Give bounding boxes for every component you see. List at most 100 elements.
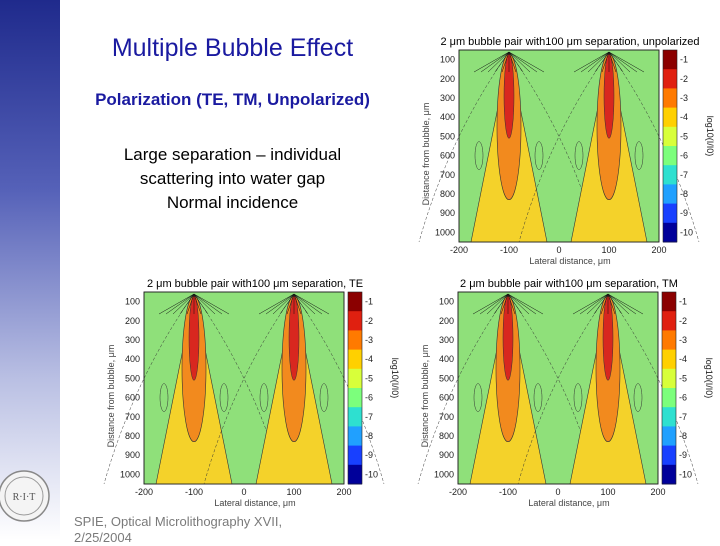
near-field-line <box>507 293 530 315</box>
logo-text: R·I·T <box>13 492 36 503</box>
plot-title: 2 μm bubble pair with100 μm separation, … <box>460 278 678 290</box>
near-field-line <box>293 293 302 315</box>
colorbar-segment <box>348 311 362 331</box>
colorbar-label: log10(I/I0) <box>390 358 400 399</box>
near-field-line <box>293 293 330 315</box>
colorbar-segment <box>348 464 362 485</box>
near-field-line <box>580 51 610 73</box>
y-tick-label: 900 <box>439 450 454 460</box>
colorbar-tick-label: -6 <box>680 151 688 161</box>
colorbar-tick-label: -2 <box>679 316 687 326</box>
colorbar-ticks: -1 -2 -3 -4 -5 -6 -7 -8 -9 -10 <box>679 297 692 480</box>
figure-tm: 2 μm bubble pair with100 μm separation, … <box>414 270 714 508</box>
colorbar-segment <box>348 426 362 447</box>
colorbar-tick-label: -10 <box>365 469 378 479</box>
colorbar-tick-label: -4 <box>680 112 688 122</box>
y-tick-label: 400 <box>125 354 140 364</box>
fringe-line <box>417 293 509 485</box>
y-tick-label: 200 <box>440 74 455 84</box>
colorbar-label: log10(I/I0) <box>705 116 715 157</box>
x-tick-label: 0 <box>556 245 561 255</box>
x-tick-label: -200 <box>449 487 467 497</box>
x-axis-ticks: -200 -100 0 100 200 <box>449 487 666 497</box>
near-field-line <box>607 293 644 315</box>
colorbar-tick-label: -1 <box>680 55 688 65</box>
y-tick-label: 300 <box>440 93 455 103</box>
x-axis-label: Lateral distance, μm <box>528 498 609 508</box>
y-tick-label: 1000 <box>120 469 140 479</box>
colorbar-segment <box>663 50 677 70</box>
near-field-line <box>193 293 230 315</box>
colorbar-segment <box>662 311 676 331</box>
near-field-line <box>193 293 223 315</box>
colorbar-frame <box>662 49 678 243</box>
near-field-line <box>608 51 638 73</box>
colorbar-segment <box>662 349 676 370</box>
near-field-line <box>472 293 509 315</box>
slide-description: Large separation – individual scattering… <box>60 143 405 215</box>
colorbar-segment <box>663 146 677 166</box>
colorbar-tick-label: -6 <box>679 393 687 403</box>
slide-footer: SPIE, Optical Microlithography XVII, 2/2… <box>74 514 314 546</box>
near-field-line <box>508 51 538 73</box>
x-tick-label: -200 <box>135 487 153 497</box>
colorbar-tick-label: -5 <box>365 373 373 383</box>
colorbar-tick-label: -7 <box>365 412 373 422</box>
colorbar-segment <box>662 426 676 447</box>
near-field-line <box>593 293 609 315</box>
plot-tm: 2 μm bubble pair with100 μm separation, … <box>417 278 714 508</box>
y-axis-label: Distance from bubble, μm <box>421 103 431 206</box>
colorbar-segment <box>348 349 362 370</box>
colorbar-segment <box>662 407 676 427</box>
x-tick-label: 200 <box>336 487 351 497</box>
plot-title: 2 μm bubble pair with100 μm separation, … <box>147 278 363 290</box>
near-field-line <box>572 293 609 315</box>
colorbar-segment <box>662 445 676 466</box>
near-field-line <box>608 51 624 73</box>
field-map <box>103 291 385 485</box>
colorbar-segment <box>662 464 676 485</box>
near-field-line <box>279 293 295 315</box>
colorbar-label: log10(I/I0) <box>704 358 714 399</box>
colorbar-tick-label: -6 <box>365 393 373 403</box>
colorbar-frame <box>661 291 677 485</box>
near-field-line <box>487 51 510 73</box>
colorbar-segment <box>663 184 677 205</box>
y-tick-label: 300 <box>439 335 454 345</box>
near-field-line <box>573 51 610 73</box>
near-field-line <box>508 51 524 73</box>
plot-frame <box>143 291 345 485</box>
y-tick-label: 300 <box>125 335 140 345</box>
y-tick-label: 100 <box>440 55 455 65</box>
near-field-line <box>286 293 295 315</box>
fringe-line <box>518 51 610 243</box>
y-tick-label: 400 <box>439 354 454 364</box>
fringe-lobe <box>534 141 544 170</box>
y-tick-label: 800 <box>440 189 455 199</box>
x-axis-ticks: -200 -100 0 100 200 <box>450 245 667 255</box>
colorbar-segment <box>348 368 362 389</box>
colorbar-ticks: -1 -2 -3 -4 -5 -6 -7 -8 -9 -10 <box>365 297 378 480</box>
field-map <box>417 291 699 485</box>
colorbar-tick-label: -2 <box>365 316 373 326</box>
near-field-line <box>608 51 631 73</box>
description-line: scattering into water gap <box>139 169 326 188</box>
fringe-lobe <box>219 383 229 412</box>
near-field-line <box>158 293 195 315</box>
near-field-line <box>579 293 609 315</box>
near-field-line <box>608 51 617 73</box>
fringe-line <box>293 293 385 485</box>
x-axis-ticks: -200 -100 0 100 200 <box>135 487 352 497</box>
near-field-line <box>494 51 510 73</box>
colorbar-segment <box>662 330 676 351</box>
near-field-line <box>493 293 509 315</box>
x-tick-label: 100 <box>600 487 615 497</box>
fringe-lobe <box>473 383 483 412</box>
colorbar-tick-label: -9 <box>680 208 688 218</box>
fringe-lobe <box>533 383 543 412</box>
near-field-line <box>258 293 295 315</box>
near-field-line <box>507 293 523 315</box>
plot-frame <box>458 49 660 243</box>
footer-line: SPIE, Optical Microlithography XVII, <box>74 514 283 529</box>
fringe-lobe <box>574 141 584 170</box>
